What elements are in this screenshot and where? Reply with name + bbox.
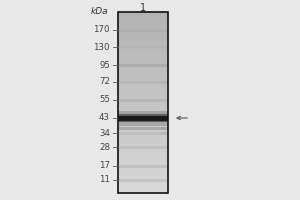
Text: 17: 17 [99,162,110,170]
Bar [118,28,168,31]
Bar [118,146,168,148]
Text: 170: 170 [94,25,110,34]
Bar [118,98,168,102]
Text: 11: 11 [99,176,110,184]
Text: 28: 28 [99,142,110,152]
Bar [118,110,168,126]
Bar [118,132,168,134]
Text: 43: 43 [99,114,110,122]
Text: 72: 72 [99,77,110,86]
Bar [118,46,168,48]
Bar [118,114,168,122]
Text: 1: 1 [140,3,146,13]
Bar [118,64,168,66]
Bar [118,164,168,168]
Text: 95: 95 [99,60,110,70]
Bar [118,178,168,182]
Bar [118,116,168,119]
Bar [118,116,168,120]
Text: 55: 55 [99,96,110,104]
Bar [118,80,168,84]
Bar [118,12,168,193]
Text: 34: 34 [99,129,110,138]
Text: kDa: kDa [90,7,108,17]
Text: 130: 130 [94,43,110,51]
Bar [118,127,168,130]
